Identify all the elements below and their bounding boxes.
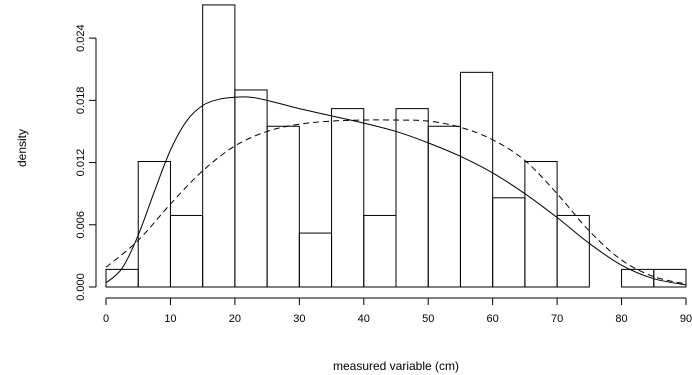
- histogram-bar-12: [492, 197, 526, 288]
- histogram-bar-0: [105, 268, 139, 288]
- histogram-bar-6: [298, 232, 333, 288]
- x-tick-label-3: 30: [293, 313, 305, 325]
- histogram-bar-9: [395, 108, 429, 288]
- density-curve-dashed: [105, 119, 687, 285]
- x-tick-label-7: 70: [551, 313, 563, 325]
- x-tick-label-1: 10: [164, 313, 176, 325]
- histogram-bar-2: [169, 214, 204, 288]
- y-tick-label-1: 0.006: [75, 211, 87, 239]
- histogram-bar-13: [524, 161, 558, 288]
- histogram-bars: [105, 4, 687, 288]
- histogram-bar-7: [331, 108, 365, 288]
- histogram-bar-16: [621, 268, 655, 288]
- histogram-bar-5: [266, 125, 300, 288]
- x-tick-label-4: 40: [358, 313, 370, 325]
- x-tick-label-2: 20: [229, 313, 241, 325]
- x-tick-label-0: 0: [103, 313, 109, 325]
- y-tick-label-0: 0.000: [75, 273, 87, 301]
- density-curve-solid: [105, 96, 687, 286]
- y-tick-label-3: 0.018: [75, 87, 87, 115]
- y-tick-label-2: 0.012: [75, 149, 87, 177]
- x-tick-label-6: 60: [487, 313, 499, 325]
- density-curves: [105, 96, 687, 286]
- histogram-bar-8: [363, 214, 397, 288]
- y-axis-title: density: [15, 129, 29, 167]
- y-axis: 0.000 0.006 0.012 0.018 0.024: [75, 24, 97, 301]
- x-tick-label-8: 80: [615, 313, 627, 325]
- x-tick-label-9: 90: [680, 313, 692, 325]
- x-axis: 0 10 20 30 40 50 60 70 80 90: [103, 297, 692, 325]
- histogram-bar-14: [556, 214, 590, 288]
- histogram-bar-10: [427, 125, 461, 288]
- x-axis-title: measured variable (cm): [333, 359, 459, 373]
- histogram-bar-3: [202, 4, 236, 288]
- histogram-bar-11: [459, 71, 494, 288]
- histogram-bar-1: [137, 161, 171, 288]
- y-tick-label-4: 0.024: [75, 24, 87, 52]
- histogram-bar-4: [234, 89, 268, 288]
- x-tick-label-5: 50: [422, 313, 434, 325]
